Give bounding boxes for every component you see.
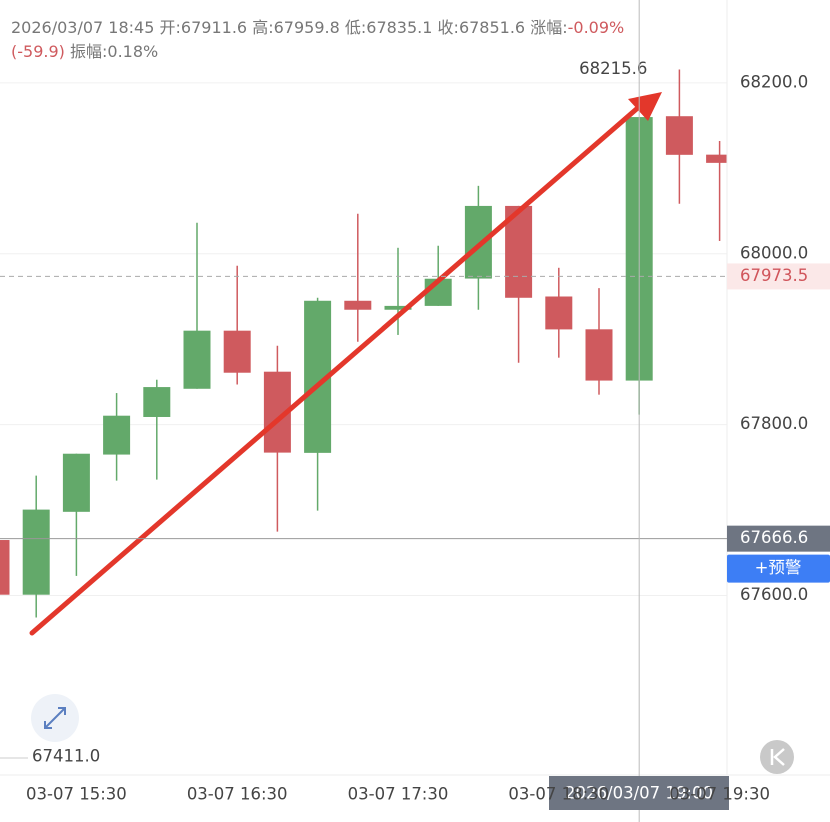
y-tick-label: 67800.0 xyxy=(740,414,808,433)
last-price-label: 67973.5 xyxy=(740,266,808,285)
last-price-tag xyxy=(727,263,830,290)
info-value: 67851.6 xyxy=(458,18,526,37)
x-tick-label: 03-07 16:30 xyxy=(187,785,288,804)
candle-body xyxy=(706,154,727,163)
candle-body xyxy=(22,509,50,595)
crosshair-time-tag xyxy=(549,776,729,810)
info-label: 涨幅: xyxy=(530,18,568,37)
ohlc-info: 2026/03/07 18:45 开:67911.6 高:67959.8 低:6… xyxy=(11,16,731,64)
info-value: 67835.1 xyxy=(366,18,433,37)
candle-body xyxy=(384,305,412,310)
candle-body xyxy=(344,300,372,310)
high-marker: 68215.6 xyxy=(579,59,647,78)
x-tick-label: 03-07 15:30 xyxy=(26,785,127,804)
x-tick-label: 03-07 19:30 xyxy=(669,785,770,804)
info-label: 低: xyxy=(344,18,367,37)
candle-body xyxy=(0,540,10,595)
crosshair-time: 2026/03/07 19:00 xyxy=(565,784,713,803)
info-value: (-59.9) xyxy=(11,42,65,61)
y-tick-label: 68000.0 xyxy=(740,243,808,262)
info-value: 67911.6 xyxy=(180,18,248,37)
candle-body xyxy=(665,116,693,155)
candle-body xyxy=(62,453,90,512)
candle-body xyxy=(223,330,251,373)
y-tick-label: 68200.0 xyxy=(740,72,808,91)
alert-button[interactable] xyxy=(727,554,830,583)
low-marker: 67411.0 xyxy=(32,747,100,766)
candle-body xyxy=(183,330,211,389)
info-value: -0.09% xyxy=(567,18,625,37)
candle-body xyxy=(464,205,492,279)
info-label: 收: xyxy=(437,18,459,37)
collapse-button[interactable] xyxy=(760,740,794,774)
y-tick-label: 67600.0 xyxy=(740,585,808,604)
info-label: 开: xyxy=(159,18,181,37)
info-time: 2026/03/07 18:45 xyxy=(11,18,155,37)
x-tick-label: 03-07 18:30 xyxy=(508,785,609,804)
candle-body xyxy=(585,329,613,381)
x-tick-label: 03-07 17:30 xyxy=(348,785,449,804)
info-label: 振幅: xyxy=(69,42,108,61)
trend-arrow xyxy=(29,92,662,636)
crosshair-price: 67666.6 xyxy=(740,528,808,547)
expand-button[interactable] xyxy=(31,694,79,742)
candle-body xyxy=(545,296,573,330)
alert-button-label[interactable]: +预警 xyxy=(755,558,802,577)
candle-body xyxy=(143,387,171,417)
crosshair-price-tag xyxy=(727,525,830,552)
grid: 67600.0 67800.0 68000.0 68200.0 xyxy=(0,72,808,604)
info-value: 67959.8 xyxy=(273,18,340,37)
info-value: 0.18% xyxy=(107,42,159,61)
candle-body xyxy=(103,415,131,455)
info-label: 高: xyxy=(252,18,274,37)
